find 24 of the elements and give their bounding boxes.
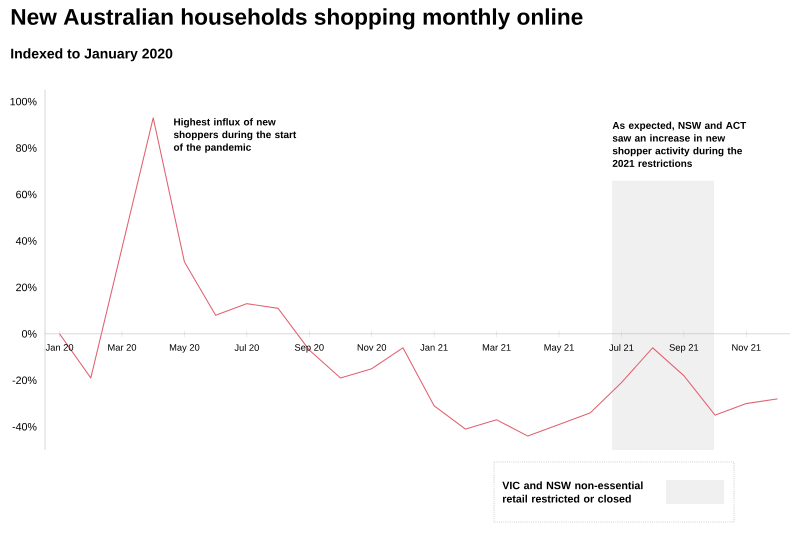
y-tick-label: -20% [12, 376, 37, 384]
y-tick-label: 60% [16, 190, 37, 198]
x-tick-label: Mar 20 [108, 344, 136, 351]
annotation: Highest influx of new shoppers during the start of the pandemic [174, 118, 296, 153]
y-tick-label: -40% [12, 422, 37, 431]
x-tick-label: Jan 21 [420, 344, 448, 351]
y-tick-label: 40% [16, 237, 37, 245]
annotation: As expected, NSW and ACT saw an increase in new shopper activity during the 2021 restrictions [612, 122, 746, 167]
chart-title: New Australian households shopping monthly online [12, 8, 583, 30]
x-tick-label: Mar 21 [482, 344, 511, 351]
line-series [59, 117, 778, 437]
x-tick-label: May 20 [170, 344, 200, 353]
x-tick-label: Jul 21 [609, 344, 634, 351]
x-tick-label: May 21 [544, 344, 574, 353]
chart-subtitle: Indexed to January 2020 [11, 48, 172, 62]
x-tick-label: Sep 21 [669, 344, 698, 353]
y-tick-label: 20% [16, 284, 37, 292]
y-tick-label: 100% [10, 98, 37, 106]
y-tick-label: 0% [22, 330, 37, 338]
x-tick-label: Nov 21 [732, 344, 761, 351]
y-tick-label: 80% [16, 144, 37, 152]
x-tick-label: Nov 20 [358, 344, 386, 351]
band-label: VIC and NSW non-essential retail restricted or closed [502, 481, 643, 503]
x-tick-label: Jul 20 [234, 344, 259, 351]
